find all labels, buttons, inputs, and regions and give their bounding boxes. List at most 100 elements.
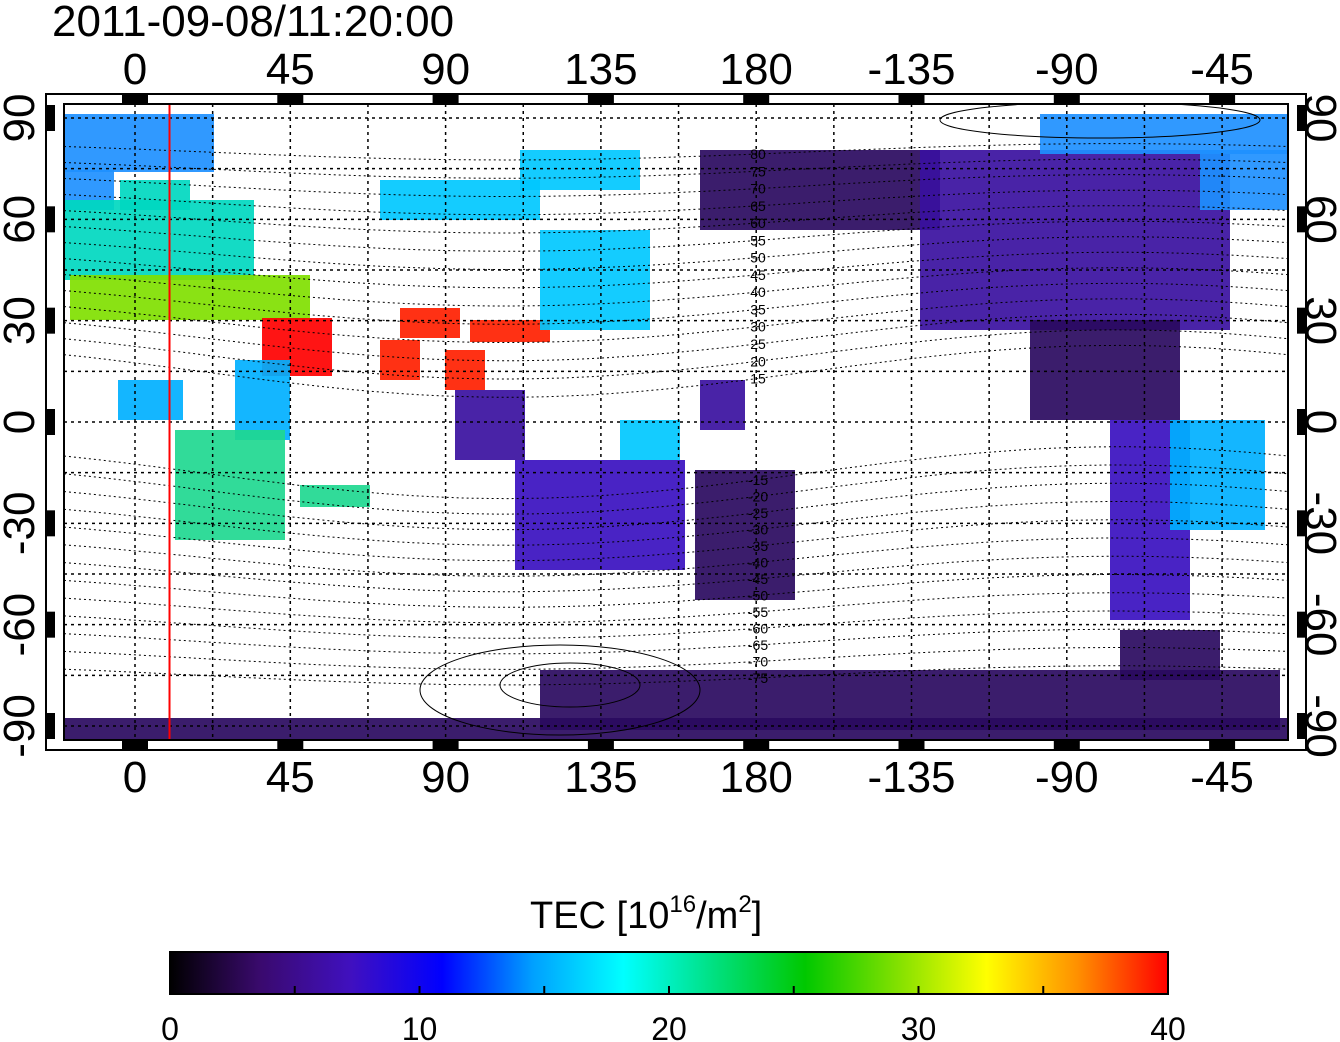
- region-madagascar: [300, 485, 370, 507]
- x-tick-top: 0: [123, 45, 147, 94]
- y-tick-mark-left: [47, 105, 55, 131]
- x-tick-top: -45: [1190, 45, 1254, 94]
- y-tick-mark-right: [1297, 713, 1305, 739]
- region-indochina: [445, 350, 485, 390]
- x-tick-bottom: -45: [1190, 753, 1254, 802]
- region-greenland: [1200, 150, 1288, 210]
- mag-lat-contour: [64, 574, 1288, 608]
- colorbar-tick-label: 30: [901, 1011, 937, 1042]
- y-tick-left: -30: [0, 492, 44, 556]
- contour-label: -65: [748, 637, 768, 653]
- y-tick-mark-left: [47, 713, 55, 739]
- region-europe-2: [120, 180, 190, 210]
- region-north-africa: [70, 275, 310, 320]
- x-tick-mark-bottom: [1053, 741, 1080, 749]
- mag-lat-contour: [64, 665, 1288, 686]
- y-tick-mark-right: [1297, 307, 1305, 334]
- x-tick-mark-top: [898, 95, 925, 103]
- contour-label: 55: [750, 232, 766, 248]
- x-tick-bottom: 135: [564, 753, 637, 802]
- x-tick-mark-bottom: [432, 741, 459, 749]
- south-pole-contour-2: [419, 644, 701, 736]
- x-tick-bottom: 180: [719, 753, 792, 802]
- contour-label: -15: [748, 472, 768, 488]
- colorbar-label-sup1: 16: [669, 891, 696, 918]
- contour-label: 20: [750, 353, 766, 369]
- contour-label: -70: [748, 653, 768, 669]
- y-tick-mark-right: [1297, 206, 1305, 233]
- y-tick-mark-left: [47, 611, 55, 638]
- x-tick-top: 180: [719, 45, 792, 94]
- contour-label: 15: [750, 371, 766, 387]
- region-north-america: [920, 150, 1230, 330]
- x-tick-bottom: -90: [1035, 753, 1099, 802]
- colorbar-tick-label: 20: [651, 1011, 687, 1042]
- x-tick-top: 90: [421, 45, 470, 94]
- mag-lat-contour: [64, 282, 1288, 325]
- x-tick-mark-top: [587, 95, 614, 103]
- x-tick-mark-bottom: [898, 741, 925, 749]
- y-axis-left: 90 60 30 0 -30 -60 -90: [0, 94, 55, 758]
- mag-lat-contour: [64, 344, 1288, 398]
- magnetic-contours: [64, 104, 1288, 736]
- x-tick-bottom: 90: [421, 753, 470, 802]
- mag-lat-contour: [64, 592, 1288, 624]
- mag-lat-contour: [64, 220, 1288, 252]
- south-pole-contour: [499, 662, 641, 708]
- tec-data-layer: [64, 114, 1288, 740]
- mag-lat-contour: [64, 501, 1288, 546]
- mag-lat-contour: [64, 446, 1288, 500]
- contour-label: -30: [748, 521, 768, 537]
- mag-lat-contour: [64, 189, 1288, 216]
- x-tick-top: -135: [867, 45, 955, 94]
- mag-lat-contour: [64, 647, 1288, 670]
- mag-lat-contour: [64, 482, 1288, 531]
- x-axis-top: 0 45 90 135 180 -135 -90 -45: [122, 45, 1254, 103]
- contour-label: -45: [748, 571, 768, 587]
- y-axis-right: 9060300-30-60-90: [1296, 94, 1340, 758]
- contour-labels: 8075706560555045403530252015-15-20-25-30…: [748, 146, 768, 686]
- region-east-asia: [540, 230, 650, 330]
- mag-lat-contour: [64, 158, 1288, 179]
- region-south-asia: [400, 308, 460, 338]
- region-nz: [695, 470, 795, 600]
- x-tick-mark-top: [432, 95, 459, 103]
- y-tick-left: 60: [0, 195, 44, 244]
- colorbar-label-end: ]: [752, 895, 763, 937]
- region-central-america: [1030, 320, 1180, 420]
- contour-label: 25: [750, 336, 766, 352]
- region-arctic-america: [1040, 114, 1288, 154]
- contour-label: 75: [750, 163, 766, 179]
- region-antarctic-peninsula: [1120, 630, 1220, 680]
- mag-lat-contour: [64, 628, 1288, 655]
- x-tick-mark-bottom: [277, 741, 304, 749]
- mag-lat-contour: [64, 143, 1288, 161]
- map-frame: [63, 103, 1289, 741]
- region-na-west-a: [700, 150, 940, 230]
- mag-lat-contour: [64, 205, 1288, 234]
- contour-label: 60: [750, 215, 766, 231]
- region-west-africa: [118, 380, 183, 420]
- x-tick-mark-top: [277, 95, 304, 103]
- region-india: [380, 340, 420, 380]
- y-tick-mark-right: [1297, 611, 1305, 638]
- contour-label: -35: [748, 538, 768, 554]
- contour-label: 70: [750, 181, 766, 197]
- colorbar-tick-label: 40: [1150, 1011, 1186, 1042]
- y-tick-mark-right: [1297, 510, 1305, 537]
- region-east-africa: [235, 360, 290, 440]
- region-sea: [455, 390, 525, 460]
- contour-label: -25: [748, 505, 768, 521]
- contour-label: 80: [750, 146, 766, 162]
- mag-lat-contour: [64, 313, 1288, 362]
- region-australia: [515, 460, 685, 570]
- map-grid: [64, 104, 1288, 740]
- contour-label: -60: [748, 620, 768, 636]
- contour-label: 40: [750, 284, 766, 300]
- y-tick-mark-right: [1297, 105, 1305, 131]
- x-tick-mark-bottom: [743, 741, 770, 749]
- x-tick-top: 135: [564, 45, 637, 94]
- colorbar-label: TEC [1016/m2]: [530, 891, 762, 937]
- x-tick-mark-top: [1209, 95, 1236, 103]
